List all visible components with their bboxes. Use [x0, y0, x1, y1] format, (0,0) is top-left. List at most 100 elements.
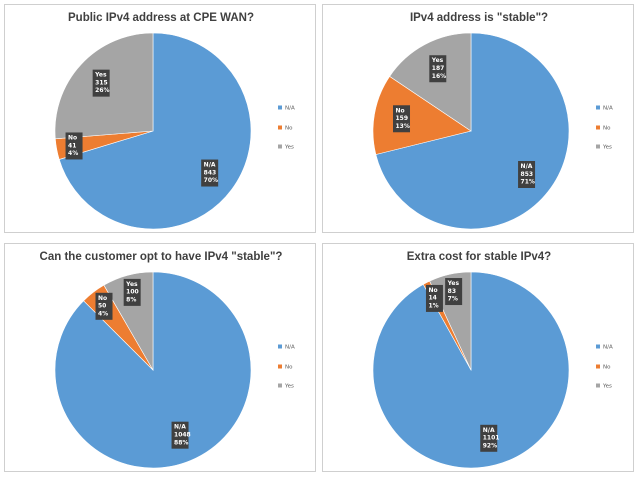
- data-label-value: 853: [521, 171, 534, 178]
- legend-swatch-yes: [278, 144, 282, 149]
- data-label-name: N/A: [174, 424, 186, 431]
- data-label-background: [425, 284, 443, 312]
- legend-swatch-n-a: [278, 344, 282, 349]
- chart-panel-public-ipv4: Public IPv4 address at CPE WAN? N/A 843 70%…: [4, 4, 316, 233]
- data-label-background: [518, 160, 536, 188]
- data-label-percent: 88%: [174, 439, 188, 446]
- data-label-name: No: [396, 107, 405, 114]
- data-label-name: Yes: [447, 280, 460, 287]
- chart-title: Extra cost for stable IPv4?: [407, 251, 551, 263]
- legend-swatch-no: [596, 125, 600, 130]
- data-label-background: [429, 55, 447, 83]
- data-label-percent: 92%: [483, 442, 497, 449]
- pie-chart: Extra cost for stable IPv4?N/A110192%No1…: [372, 251, 613, 469]
- data-label-background: [445, 278, 463, 306]
- data-label-percent: 71%: [521, 179, 535, 186]
- data-label-percent: 16%: [432, 73, 446, 80]
- data-label-name: N/A: [483, 427, 495, 434]
- chart-panel-ipv4-stable: IPv4 address is "stable"? N/A 853 71% No 159 1…: [322, 4, 634, 233]
- pie-chart: Public IPv4 address at CPE WAN?N/A84370%…: [54, 12, 295, 230]
- chart-panel-extra-cost: Extra cost for stable IPv4? N/A 1101 92% No 1…: [322, 243, 634, 472]
- data-label-percent: 7%: [448, 296, 458, 303]
- data-label-percent: 4%: [98, 310, 108, 317]
- legend-label-n-a: N/A: [285, 345, 295, 351]
- legend-label-n-a: N/A: [603, 345, 613, 351]
- data-label-background: [393, 105, 411, 133]
- pie-slice-no: [372, 75, 472, 155]
- data-label-background: [201, 159, 219, 187]
- legend: N/A No Yes: [278, 344, 295, 390]
- data-label-percent: 4%: [68, 150, 78, 157]
- data-label-percent: 13%: [396, 123, 410, 130]
- data-label-value: 83: [448, 288, 456, 295]
- data-label-percent: 1%: [428, 303, 438, 310]
- data-label-name: No: [428, 287, 437, 294]
- data-label-value: 315: [95, 79, 108, 86]
- data-label-percent: 8%: [126, 296, 136, 303]
- data-label-value: 100: [126, 289, 139, 296]
- legend-swatch-n-a: [596, 105, 600, 110]
- data-label-name: Yes: [125, 281, 138, 288]
- legend-label-no: No: [285, 126, 293, 132]
- data-label-value: 843: [204, 169, 217, 176]
- data-label-percent: 70%: [204, 177, 218, 184]
- legend-label-no: No: [603, 126, 611, 132]
- data-label-name: Yes: [94, 72, 107, 79]
- data-label-value: 159: [396, 115, 409, 122]
- legend-label-yes: Yes: [602, 384, 612, 390]
- legend-swatch-yes: [596, 383, 600, 388]
- data-label-background: [92, 69, 110, 97]
- data-label-name: N/A: [204, 162, 216, 169]
- legend-swatch-yes: [596, 144, 600, 149]
- data-label-value: 50: [98, 303, 106, 310]
- legend-swatch-no: [596, 364, 600, 369]
- pie-slice-yes: [103, 271, 154, 372]
- chart-title: Public IPv4 address at CPE WAN?: [68, 12, 254, 24]
- data-label-name: No: [98, 295, 107, 302]
- legend-label-yes: Yes: [602, 145, 612, 151]
- data-label-value: 41: [68, 142, 76, 149]
- data-label-background: [123, 278, 141, 306]
- legend-swatch-n-a: [278, 105, 282, 110]
- chart-title: IPv4 address is "stable"?: [410, 12, 548, 24]
- data-label-value: 14: [428, 295, 436, 302]
- data-label-name: No: [68, 134, 77, 141]
- legend-swatch-no: [278, 125, 282, 130]
- data-label-name: Yes: [431, 57, 444, 64]
- legend-label-yes: Yes: [284, 145, 294, 151]
- data-label-background: [95, 292, 113, 320]
- chart-panel-customer-opt-stable: Can the customer opt to have IPv4 "stabl…: [4, 243, 316, 472]
- data-label-background: [171, 421, 189, 449]
- legend-label-n-a: N/A: [285, 106, 295, 112]
- data-label-value: 1101: [483, 435, 500, 442]
- legend-label-no: No: [603, 365, 611, 371]
- pie-chart: Can the customer opt to have IPv4 "stabl…: [40, 251, 295, 469]
- pie-chart: IPv4 address is "stable"?N/A85371%No1591…: [372, 12, 613, 230]
- legend: N/A No Yes: [278, 105, 295, 151]
- data-label-percent: 26%: [95, 87, 109, 94]
- legend-label-yes: Yes: [284, 384, 294, 390]
- data-label-background: [480, 424, 498, 452]
- legend: N/A No Yes: [596, 344, 613, 390]
- legend-label-no: No: [285, 365, 293, 371]
- legend-swatch-yes: [278, 383, 282, 388]
- data-label-background: [65, 132, 83, 160]
- data-label-value: 187: [432, 65, 445, 72]
- legend-label-n-a: N/A: [603, 106, 613, 112]
- legend: N/A No Yes: [596, 105, 613, 151]
- data-label-name: N/A: [521, 163, 533, 170]
